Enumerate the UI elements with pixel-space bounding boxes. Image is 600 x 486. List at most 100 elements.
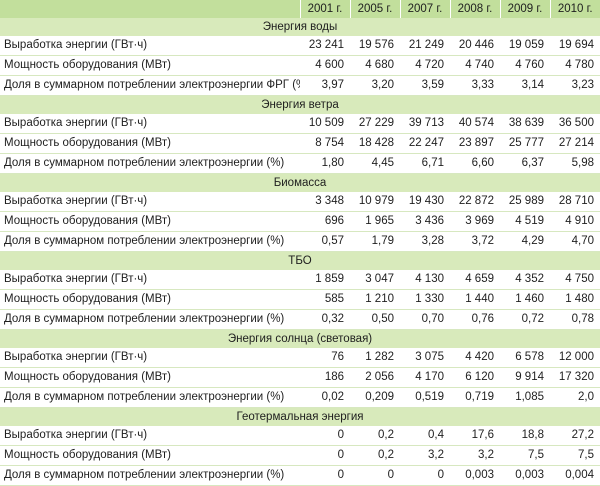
value-cell: 1 330	[400, 289, 450, 310]
table-row: Мощность оборудования (МВт) 186 2 056 4 170…	[0, 367, 600, 388]
value-cell: 4 910	[550, 211, 600, 232]
section-header-row: ТБО	[0, 251, 600, 270]
value-cell: 1 440	[450, 289, 500, 310]
row-label: Доля в суммарном потреблении электроэнер…	[0, 75, 300, 96]
value-cell: 1 210	[350, 289, 400, 310]
value-cell: 19 576	[350, 36, 400, 56]
section-header-row: Геотермальная энергия	[0, 407, 600, 426]
row-label: Мощность оборудования (МВт)	[0, 55, 300, 76]
value-cell: 4,29	[500, 231, 550, 252]
row-label: Выработка энергии (ГВт·ч)	[0, 270, 300, 290]
value-cell: 4 740	[450, 55, 500, 76]
value-cell: 0	[300, 445, 350, 466]
value-cell: 0,003	[450, 465, 500, 486]
table-row: Доля в суммарном потреблении электроэнер…	[0, 231, 600, 252]
value-cell: 2 056	[350, 367, 400, 388]
section-header-row: Энергия воды	[0, 18, 600, 36]
value-cell: 4 680	[350, 55, 400, 76]
value-cell: 0,78	[550, 309, 600, 330]
value-cell: 4 720	[400, 55, 450, 76]
row-label: Выработка энергии (ГВт·ч)	[0, 36, 300, 56]
table-row: Мощность оборудования (МВт) 696 1 965 3 436…	[0, 211, 600, 232]
value-cell: 22 872	[450, 192, 500, 212]
value-cell: 696	[300, 211, 350, 232]
value-cell: 4,45	[350, 153, 400, 174]
value-cell: 585	[300, 289, 350, 310]
value-cell: 4 130	[400, 270, 450, 290]
value-cell: 3,72	[450, 231, 500, 252]
value-cell: 4 659	[450, 270, 500, 290]
row-label: Выработка энергии (ГВт·ч)	[0, 426, 300, 446]
row-label: Доля в суммарном потреблении электроэнер…	[0, 309, 300, 330]
value-cell: 3 348	[300, 192, 350, 212]
section-header-row: Энергия солнца (световая)	[0, 329, 600, 348]
header-blank-cell	[0, 0, 300, 18]
value-cell: 0	[350, 465, 400, 486]
section-header-row: Биомасса	[0, 173, 600, 192]
year-header-2005: 2005 г.	[349, 0, 400, 18]
value-cell: 9 914	[500, 367, 550, 388]
value-cell: 6 120	[450, 367, 500, 388]
value-cell: 3,59	[400, 75, 450, 96]
table-row: Доля в суммарном потреблении электроэнер…	[0, 309, 600, 330]
value-cell: 0,2	[350, 445, 400, 466]
section-title: Энергия солнца (световая)	[0, 329, 600, 348]
value-cell: 0,50	[350, 309, 400, 330]
value-cell: 6,60	[450, 153, 500, 174]
table-row: Выработка энергии (ГВт·ч) 23 241 19 576 21 …	[0, 36, 600, 56]
value-cell: 1 282	[350, 348, 400, 368]
value-cell: 1 859	[300, 270, 350, 290]
value-cell: 1,80	[300, 153, 350, 174]
year-header-2008: 2008 г.	[449, 0, 500, 18]
table-header: 2001 г. 2005 г. 2007 г. 2008 г. 2009 г. …	[0, 0, 600, 18]
value-cell: 3 969	[450, 211, 500, 232]
value-cell: 3,28	[400, 231, 450, 252]
value-cell: 19 059	[500, 36, 550, 56]
value-cell: 3,33	[450, 75, 500, 96]
value-cell: 5,98	[550, 153, 600, 174]
value-cell: 36 500	[550, 114, 600, 134]
value-cell: 0	[400, 465, 450, 486]
value-cell: 0,004	[550, 465, 600, 486]
value-cell: 0,519	[400, 387, 450, 408]
value-cell: 2,0	[550, 387, 600, 408]
value-cell: 6 578	[500, 348, 550, 368]
section-header-row: Энергия ветра	[0, 95, 600, 114]
year-header-row: 2001 г. 2005 г. 2007 г. 2008 г. 2009 г. …	[0, 0, 600, 18]
value-cell: 4 170	[400, 367, 450, 388]
value-cell: 25 777	[500, 133, 550, 154]
value-cell: 4,70	[550, 231, 600, 252]
value-cell: 0,57	[300, 231, 350, 252]
table-row: Мощность оборудования (МВт) 0 0,2 3,2 3,2 7,5…	[0, 445, 600, 466]
value-cell: 1 480	[550, 289, 600, 310]
value-cell: 186	[300, 367, 350, 388]
value-cell: 1 460	[500, 289, 550, 310]
value-cell: 3 075	[400, 348, 450, 368]
row-label: Доля в суммарном потреблении электроэнер…	[0, 465, 300, 486]
table-row: Доля в суммарном потреблении электроэнер…	[0, 153, 600, 174]
value-cell: 40 574	[450, 114, 500, 134]
value-cell: 8 754	[300, 133, 350, 154]
value-cell: 3,14	[500, 75, 550, 96]
value-cell: 1,085	[500, 387, 550, 408]
section-title: Геотермальная энергия	[0, 407, 600, 426]
value-cell: 0,32	[300, 309, 350, 330]
value-cell: 4 519	[500, 211, 550, 232]
table-row: Доля в суммарном потреблении электроэнер…	[0, 465, 600, 486]
table-row: Доля в суммарном потреблении электроэнер…	[0, 75, 600, 96]
year-header-2007: 2007 г.	[399, 0, 450, 18]
table-row: Выработка энергии (ГВт·ч) 0 0,2 0,4 17,6 18,8…	[0, 426, 600, 446]
value-cell: 0,4	[400, 426, 450, 446]
value-cell: 0,719	[450, 387, 500, 408]
value-cell: 6,71	[400, 153, 450, 174]
value-cell: 4 780	[550, 55, 600, 76]
value-cell: 0,72	[500, 309, 550, 330]
value-cell: 3,2	[400, 445, 450, 466]
value-cell: 18 428	[350, 133, 400, 154]
value-cell: 18,8	[500, 426, 550, 446]
row-label: Мощность оборудования (МВт)	[0, 133, 300, 154]
value-cell: 10 509	[300, 114, 350, 134]
table-row: Выработка энергии (ГВт·ч) 1 859 3 047 4 130…	[0, 270, 600, 290]
table-row: Доля в суммарном потреблении электроэнер…	[0, 387, 600, 408]
